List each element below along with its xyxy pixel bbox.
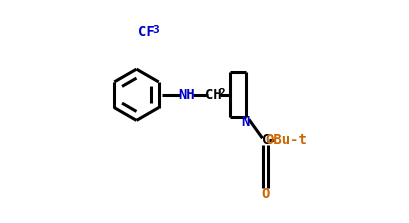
Text: CH: CH <box>205 88 222 102</box>
Text: 2: 2 <box>218 88 225 97</box>
Text: C: C <box>262 134 270 147</box>
Text: N: N <box>242 115 250 128</box>
Text: CF: CF <box>138 25 155 39</box>
Text: OBu-t: OBu-t <box>265 134 307 147</box>
Text: NH: NH <box>178 88 195 102</box>
Text: 3: 3 <box>153 25 160 35</box>
Text: O: O <box>262 187 270 201</box>
